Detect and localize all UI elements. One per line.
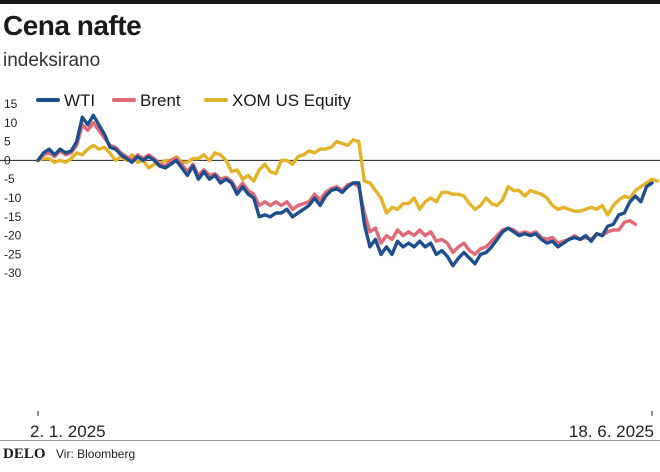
y-tick-label: -25 [4, 247, 22, 261]
legend: WTI Brent XOM US Equity [36, 91, 352, 110]
brand-logo: DELO [3, 446, 46, 462]
footer-rule [0, 440, 660, 441]
series-line-wti [36, 113, 654, 268]
y-tick-label: 10 [4, 116, 18, 130]
y-tick-label: -30 [4, 266, 22, 280]
legend-label: WTI [64, 91, 95, 110]
y-tick-label: 0 [4, 153, 11, 167]
y-tick-label: -5 [4, 172, 15, 186]
legend-label: Brent [140, 91, 181, 110]
legend-label: XOM US Equity [232, 91, 352, 110]
chart-title: Cena nafte [3, 10, 142, 41]
x-axis-labels: 2. 1. 2025 18. 6. 2025 [30, 411, 654, 440]
y-tick-label: -15 [4, 210, 22, 224]
x-tick-label: 18. 6. 2025 [569, 422, 654, 440]
series-line-xom-us-equity [36, 137, 660, 217]
x-tick-label: 2. 1. 2025 [30, 422, 106, 440]
series-lines [36, 113, 660, 268]
source-note: Vir: Bloomberg [56, 447, 136, 461]
y-axis-labels: 15 10 5 0 -5 -10 -15 -20 -25 -30 [4, 97, 22, 280]
y-tick-label: 15 [4, 97, 18, 111]
chart-subtitle: indeksirano [3, 50, 101, 71]
y-tick-label: -10 [4, 191, 22, 205]
top-rule [0, 0, 660, 4]
series-line-brent [36, 121, 638, 257]
line-chart: 15 10 5 0 -5 -10 -15 -20 -25 -30 2. 1. 2025 18. 6.… [0, 91, 660, 440]
y-tick-label: 5 [4, 135, 11, 149]
y-tick-label: -20 [4, 229, 22, 243]
